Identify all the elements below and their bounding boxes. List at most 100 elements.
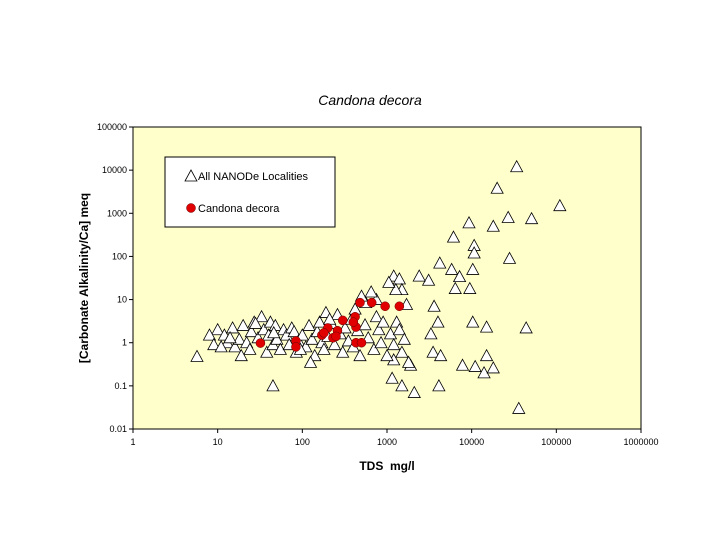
circle-marker bbox=[355, 297, 365, 308]
triangle-marker bbox=[519, 321, 533, 334]
triangle-marker bbox=[455, 358, 470, 371]
triangle-marker bbox=[207, 337, 221, 351]
triangle-marker bbox=[383, 327, 398, 340]
triangle-marker bbox=[433, 348, 448, 362]
triangle-marker bbox=[223, 330, 237, 344]
y-axis-label: [Carbonate Alkalinity/Ca] meq bbox=[77, 193, 91, 363]
circle-marker bbox=[331, 331, 341, 342]
triangle-marker bbox=[395, 345, 409, 358]
triangle-marker bbox=[228, 340, 242, 353]
triangle-marker bbox=[427, 299, 441, 312]
circle-marker bbox=[291, 342, 301, 352]
triangle-marker bbox=[479, 348, 494, 362]
x-tick-label: 1000 bbox=[377, 437, 397, 447]
triangle-marker bbox=[432, 379, 446, 392]
triangle-marker bbox=[392, 322, 407, 336]
triangle-marker bbox=[358, 317, 372, 331]
triangle-marker bbox=[466, 315, 480, 328]
x-tick-label: 10000 bbox=[459, 437, 484, 447]
triangle-marker bbox=[303, 355, 318, 368]
triangle-marker bbox=[426, 345, 440, 358]
triangle-marker bbox=[244, 324, 259, 338]
triangle-marker bbox=[270, 332, 284, 345]
triangle-marker bbox=[372, 322, 386, 336]
triangle-marker bbox=[479, 320, 494, 333]
circle-marker bbox=[319, 328, 329, 338]
x-tick-label: 10 bbox=[213, 437, 223, 447]
y-tick-label: 100000 bbox=[97, 122, 127, 132]
triangle-marker bbox=[452, 269, 467, 283]
y-tick-label: 0.1 bbox=[114, 381, 127, 391]
triangle-marker bbox=[225, 321, 240, 334]
circle-marker bbox=[394, 301, 405, 312]
circle-marker bbox=[337, 315, 348, 326]
triangle-marker bbox=[312, 315, 327, 328]
triangle-marker bbox=[553, 198, 567, 212]
triangle-marker bbox=[376, 315, 390, 328]
triangle-marker bbox=[367, 342, 381, 355]
triangle-marker bbox=[444, 262, 459, 275]
x-axis-label: TDS mg/l bbox=[359, 459, 414, 473]
legend-marker bbox=[186, 203, 196, 213]
triangle-marker bbox=[468, 359, 482, 372]
triangle-marker bbox=[302, 318, 316, 331]
triangle-marker bbox=[295, 328, 310, 341]
triangle-marker bbox=[509, 159, 524, 173]
triangle-marker bbox=[486, 361, 500, 374]
triangle-marker bbox=[502, 251, 517, 264]
triangle-marker bbox=[380, 348, 394, 362]
circle-marker bbox=[366, 297, 377, 308]
triangle-marker bbox=[248, 316, 263, 329]
y-tick-label: 0.01 bbox=[109, 424, 127, 434]
chart-title: Candona decora bbox=[318, 92, 422, 108]
triangle-marker bbox=[448, 281, 462, 294]
y-tick-label: 1 bbox=[122, 338, 127, 348]
triangle-marker bbox=[421, 273, 436, 286]
triangle-marker bbox=[462, 216, 476, 229]
triangle-marker bbox=[267, 325, 281, 339]
triangle-marker bbox=[214, 340, 228, 353]
triangle-marker bbox=[232, 332, 246, 345]
triangle-marker bbox=[382, 275, 396, 288]
triangle-marker bbox=[190, 349, 204, 362]
triangle-marker bbox=[387, 337, 401, 351]
y-tick-label: 10000 bbox=[102, 165, 127, 175]
triangle-marker bbox=[353, 348, 367, 362]
triangle-marker bbox=[412, 269, 426, 282]
circle-marker bbox=[380, 301, 390, 312]
legend-label: All NANODe Localities bbox=[198, 171, 309, 183]
triangle-marker bbox=[236, 318, 250, 331]
triangle-marker bbox=[374, 335, 388, 349]
triangle-marker bbox=[512, 401, 526, 414]
triangle-marker bbox=[401, 355, 416, 368]
triangle-marker bbox=[385, 371, 399, 384]
circle-marker bbox=[348, 317, 359, 327]
triangle-marker bbox=[501, 210, 515, 223]
triangle-marker bbox=[446, 230, 461, 243]
triangle-marker bbox=[395, 379, 409, 392]
triangle-marker bbox=[433, 256, 447, 269]
triangle-marker bbox=[369, 309, 384, 323]
triangle-marker bbox=[260, 345, 274, 358]
triangle-marker bbox=[397, 332, 411, 345]
triangle-marker bbox=[266, 379, 280, 392]
triangle-marker bbox=[392, 272, 407, 285]
y-tick-label: 100 bbox=[112, 251, 127, 261]
triangle-marker bbox=[364, 285, 378, 298]
triangle-marker bbox=[467, 246, 481, 259]
triangle-marker bbox=[327, 337, 342, 351]
triangle-marker bbox=[202, 328, 217, 341]
triangle-marker bbox=[477, 366, 491, 379]
triangle-marker bbox=[389, 282, 403, 296]
triangle-marker bbox=[336, 345, 350, 358]
triangle-marker bbox=[424, 327, 438, 340]
x-tick-label: 1000000 bbox=[623, 437, 658, 447]
circle-marker bbox=[255, 338, 266, 348]
triangle-marker bbox=[243, 342, 257, 355]
y-tick-label: 10 bbox=[117, 295, 127, 305]
legend-marker bbox=[184, 169, 198, 182]
triangle-marker bbox=[466, 262, 480, 275]
triangle-marker bbox=[490, 181, 504, 194]
